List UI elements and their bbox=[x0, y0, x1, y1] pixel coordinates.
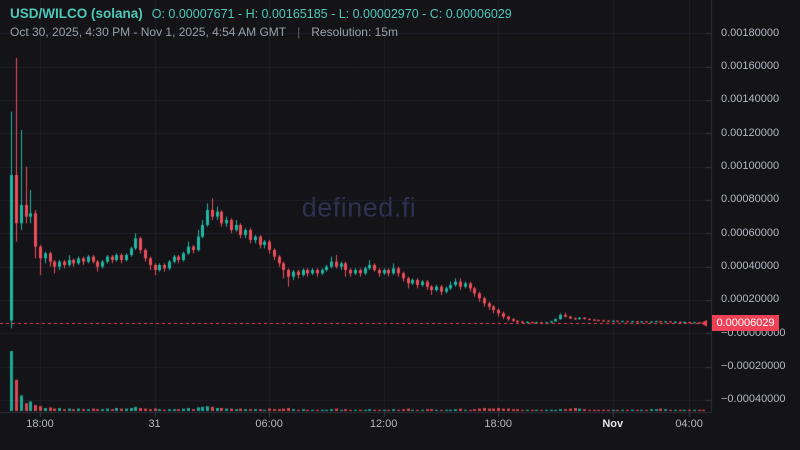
price-axis-label: 0.00040000 bbox=[721, 260, 780, 273]
price-axis-label: 0.00020000 bbox=[721, 293, 780, 306]
chart-header: USD/WILCO (solana) O: 0.00007671 - H: 0.… bbox=[10, 6, 512, 39]
price-axis[interactable]: 0.00006029 0.00180000 0.00160000 0.0014000… bbox=[712, 0, 800, 412]
price-axis-label: 0.00060000 bbox=[721, 226, 780, 239]
price-axis-label: 0.00100000 bbox=[721, 160, 780, 173]
price-axis-label: 0.00160000 bbox=[721, 60, 780, 73]
ohlc-values: O: 0.00007671 - H: 0.00165185 - L: 0.000… bbox=[151, 7, 512, 21]
date-range: Oct 30, 2025, 4:30 PM - Nov 1, 2025, 4:5… bbox=[10, 25, 287, 39]
current-price-badge: 0.00006029 bbox=[712, 315, 779, 332]
time-axis[interactable]: 18:00 31 06:00 12:00 18:00 Nov 04:00 bbox=[0, 413, 712, 450]
time-axis-label: 18:00 bbox=[484, 418, 512, 430]
time-axis-label: 12:00 bbox=[369, 418, 398, 430]
time-axis-label: 31 bbox=[148, 418, 161, 430]
price-axis-label: −0.00020000 bbox=[721, 360, 786, 373]
price-axis-label: 0.00080000 bbox=[721, 193, 780, 206]
time-axis-label: 04:00 bbox=[675, 418, 703, 430]
resolution-label: Resolution: 15m bbox=[311, 25, 398, 39]
separator: | bbox=[297, 25, 301, 39]
price-axis-label: −0.00040000 bbox=[721, 393, 786, 406]
price-axis-label: 0.00140000 bbox=[721, 93, 780, 106]
time-axis-label: 18:00 bbox=[26, 418, 54, 430]
pair-title[interactable]: USD/WILCO (solana) bbox=[10, 6, 143, 21]
price-axis-label: 0.00180000 bbox=[721, 26, 780, 39]
time-axis-label: Nov bbox=[602, 418, 624, 430]
price-axis-label: 0.00120000 bbox=[721, 126, 780, 139]
time-axis-label: 06:00 bbox=[255, 418, 283, 430]
